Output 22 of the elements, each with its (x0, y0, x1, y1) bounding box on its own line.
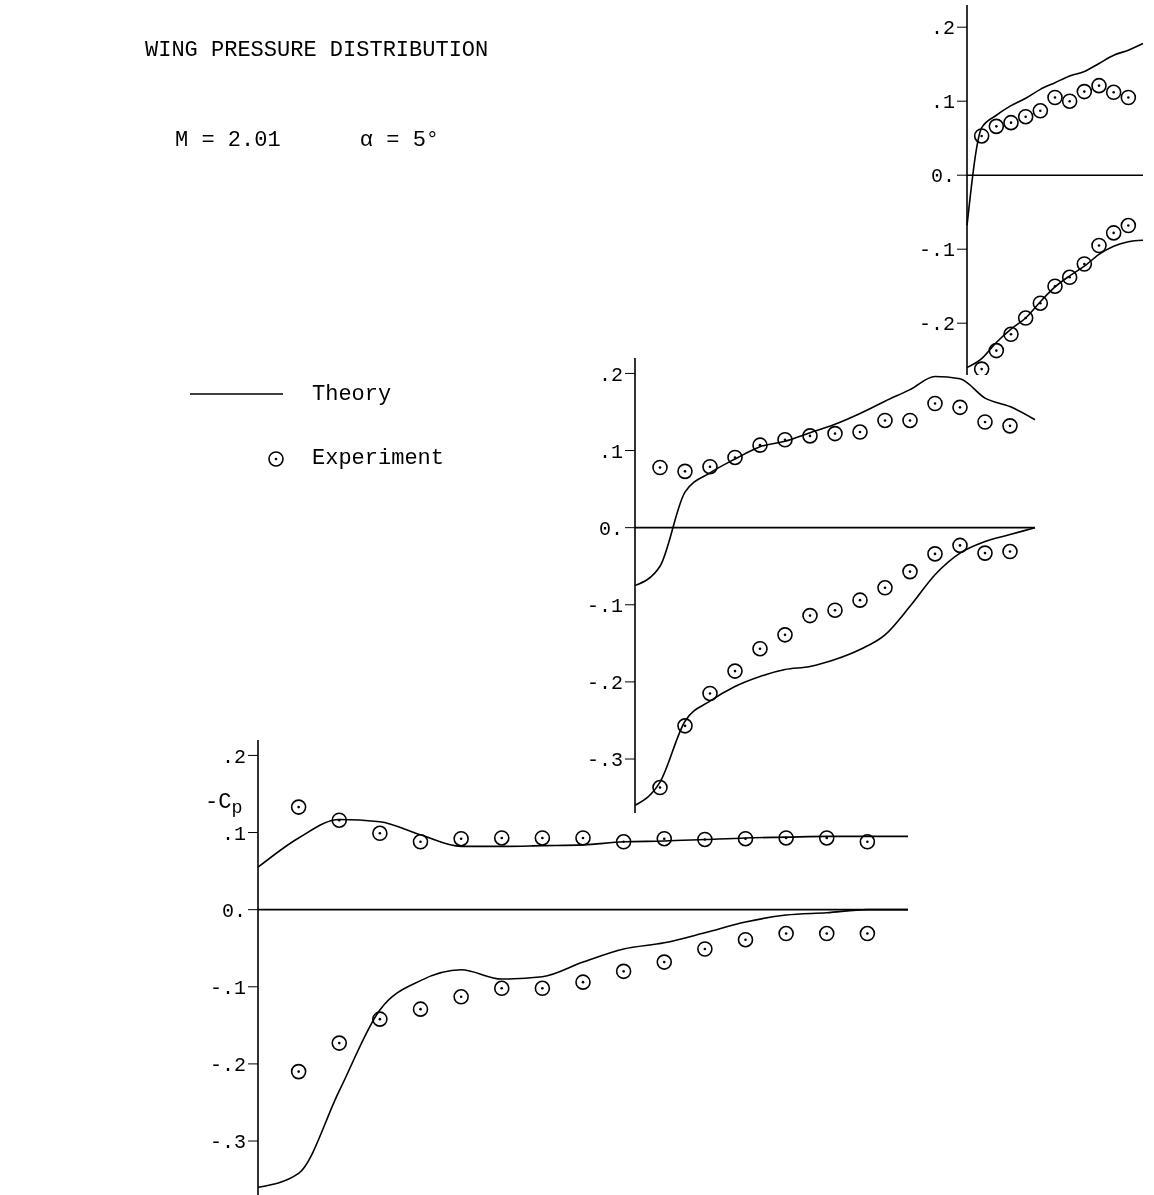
y-tick-label: .1 (221, 822, 246, 846)
y-tick-label: .2 (598, 363, 623, 387)
y-tick-label: .2 (930, 17, 955, 41)
y-tick-label: -.2 (918, 313, 955, 337)
y-tick-label: 0. (598, 517, 623, 541)
y-tick-label: -.1 (918, 239, 955, 263)
text: WING PRESSURE DISTRIBUTION (145, 38, 489, 63)
y-tick-label: -.2 (209, 1054, 246, 1077)
y-tick-label: -.3 (586, 749, 623, 773)
y-tick-label: .1 (930, 91, 955, 115)
y-tick-label: -.3 (209, 1131, 246, 1155)
y-tick-label: .2 (221, 745, 246, 769)
legend-label: Experiment (312, 445, 445, 471)
text: M = 2.01 α = 5° (175, 128, 440, 153)
y-tick-label: -.2 (586, 672, 623, 695)
y-tick-label: .1 (598, 440, 623, 464)
y-axis-title: -C$_{p}$ (205, 790, 243, 820)
legend-label: Theory (312, 381, 392, 407)
y-tick-label: -.1 (586, 594, 623, 618)
y-tick-label: -.1 (209, 976, 246, 1000)
y-tick-label: 0. (221, 899, 246, 923)
y-tick-label: 0. (930, 165, 955, 189)
